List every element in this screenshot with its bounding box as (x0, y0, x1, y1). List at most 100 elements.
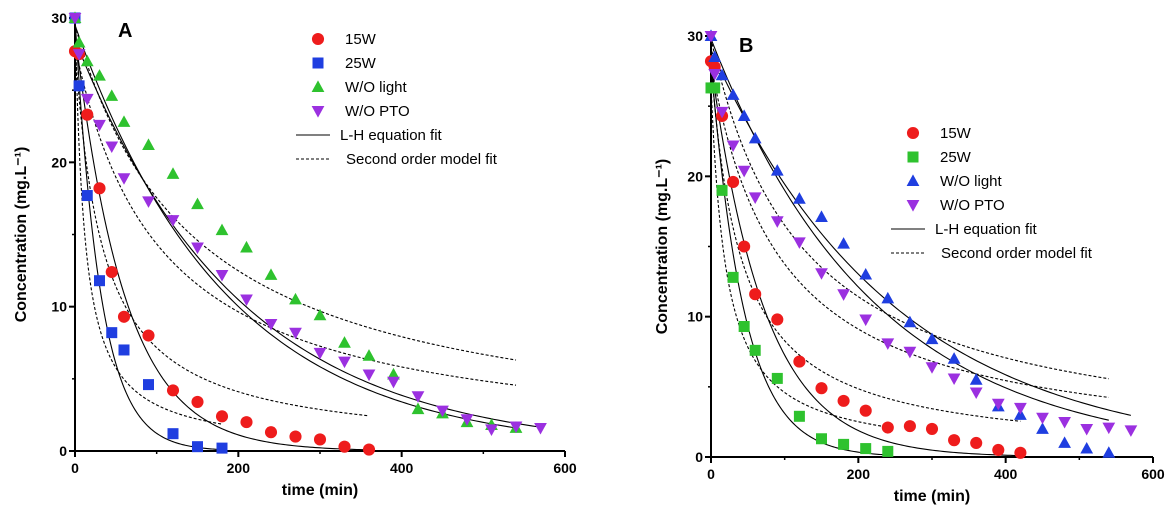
series-25w (705, 82, 894, 457)
panel-label: A (118, 20, 132, 42)
data-point (881, 291, 895, 304)
data-point (191, 395, 204, 408)
legend-entry: 25W (312, 55, 377, 72)
data-point (80, 54, 94, 67)
data-point (338, 440, 351, 453)
data-point (815, 382, 828, 395)
series-25w (69, 12, 228, 454)
data-point (793, 410, 805, 422)
data-point (708, 50, 722, 62)
data-point (947, 373, 961, 386)
data-point (992, 443, 1005, 457)
data-point (727, 175, 740, 188)
data-point (816, 433, 827, 445)
data-point (903, 420, 916, 433)
y-tick-label: 0 (695, 449, 703, 465)
data-point (72, 35, 86, 48)
data-point (143, 379, 154, 391)
lh-fit-line (710, 49, 1132, 416)
data-point (726, 88, 740, 100)
data-point (362, 369, 376, 382)
data-point (106, 327, 118, 339)
data-point (1124, 425, 1138, 437)
data-point (709, 82, 721, 94)
x-tick-label: 400 (994, 466, 1018, 482)
data-point (1102, 422, 1116, 435)
data-point (289, 327, 302, 340)
data-point (708, 68, 722, 81)
data-point (166, 167, 180, 179)
data-point (534, 422, 547, 435)
x-tick-label: 0 (707, 466, 715, 482)
data-point (460, 414, 474, 426)
data-point (770, 216, 784, 228)
panel-a: 0 10 20 30 0 200 400 600 time (min) Concentration… (13, 10, 577, 499)
x-tick-label: 600 (553, 460, 577, 476)
data-point (216, 442, 228, 454)
data-point (815, 268, 828, 280)
legend-label: L-H equation fit (935, 221, 1038, 238)
legend-entry: W/O light (906, 173, 1003, 190)
series-w-o-pto (68, 13, 547, 436)
data-point (118, 344, 130, 356)
data-point (1058, 416, 1071, 429)
data-point (727, 271, 739, 283)
x-axis-title: time (min) (282, 482, 358, 499)
y-axis-title: Concentration (mg.L⁻¹) (13, 147, 30, 323)
series-w-o-pto (704, 31, 1138, 437)
data-point (105, 141, 119, 154)
data-point (903, 315, 917, 328)
data-point (881, 338, 895, 350)
data-point (338, 336, 351, 348)
data-point (715, 68, 729, 81)
data-point (80, 93, 94, 106)
lh-fit-line (74, 32, 370, 451)
data-point (859, 267, 873, 280)
data-point (215, 223, 229, 236)
y-tick-label: 10 (687, 309, 703, 325)
legend-marker (906, 126, 920, 140)
legend-marker (906, 174, 920, 186)
y-tick-label: 30 (51, 10, 67, 26)
data-point (142, 329, 155, 342)
legend-label: 15W (940, 125, 972, 142)
data-point (313, 347, 327, 360)
data-point (738, 320, 750, 332)
legend-entry: 15W (906, 125, 972, 142)
legend-label: L-H equation fit (340, 127, 443, 144)
y-tick-label: 0 (59, 443, 67, 459)
legend-entry: W/O light (311, 79, 408, 96)
data-point (362, 349, 376, 361)
data-point (117, 115, 131, 127)
data-point (1036, 412, 1049, 425)
data-point (313, 308, 327, 321)
data-point (94, 275, 105, 287)
legend-entry: 25W (907, 149, 972, 166)
series-15w (704, 55, 1027, 459)
data-point (93, 119, 106, 132)
series-w-o-light (68, 11, 523, 433)
data-point (859, 404, 872, 417)
data-point (991, 398, 1005, 411)
data-point (970, 436, 983, 450)
second-order-fit-line (710, 38, 1109, 380)
data-point (837, 289, 850, 301)
series-w-o-light (704, 29, 1116, 458)
legend-label: W/O PTO (940, 197, 1005, 214)
data-point (93, 182, 106, 195)
legend-marker (311, 106, 325, 118)
data-point (969, 387, 983, 400)
data-point (215, 410, 229, 423)
legend-label: W/O light (345, 79, 408, 96)
second-order-fit-line (710, 64, 1021, 422)
data-point (81, 190, 93, 202)
data-point (411, 391, 425, 403)
lh-fit-line (74, 25, 517, 429)
data-point (749, 344, 761, 356)
data-point (167, 428, 179, 440)
legend-entry: Second order model fit (891, 245, 1093, 262)
data-point (881, 421, 894, 434)
data-point (860, 443, 872, 455)
second-order-fit-line (74, 17, 223, 425)
